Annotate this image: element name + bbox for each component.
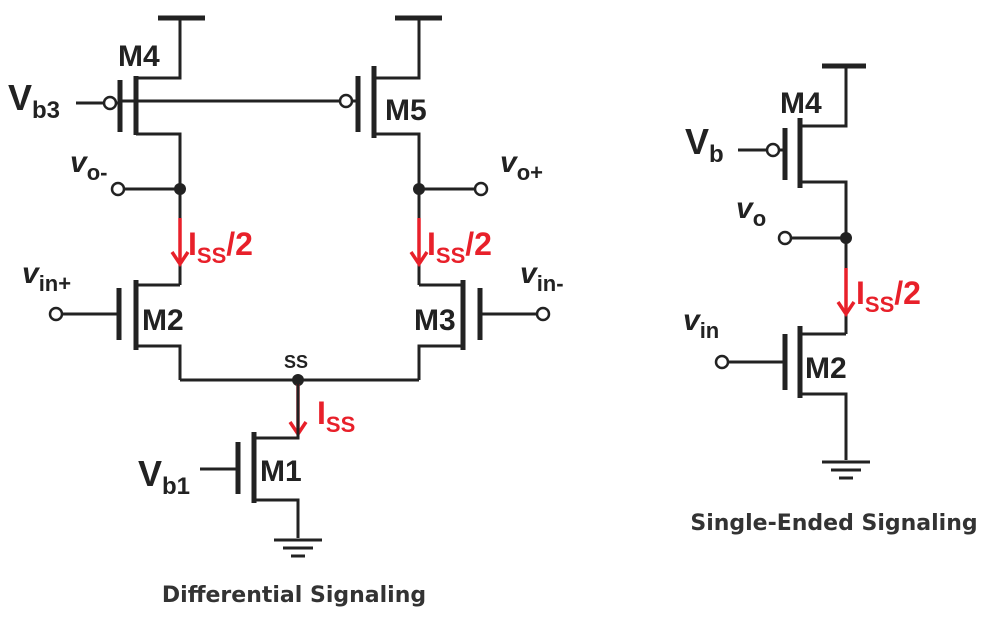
label-vo-plus: vo+ [500,146,543,185]
label-vb-single: Vb [685,121,724,168]
label-m1: M1 [260,455,302,488]
label-m2: M2 [142,304,184,337]
transistor-m2-single [714,326,848,460]
current-arrow-right [409,218,429,268]
ground-symbol-single [822,460,870,480]
label-vo-minus: vo- [70,146,107,185]
label-m4: M4 [118,40,160,73]
terminal-vin-minus [535,306,551,322]
label-current-single: ISS/2 [856,275,921,317]
label-vin-plus: vin+ [22,257,71,296]
label-m4-single: M4 [780,87,822,120]
label-current-left: ISS/2 [188,226,253,268]
current-arrow-left [170,218,190,268]
differential-circuit: M4 M5 M2 M3 M1 Vb3 Vb1 vo- vo+ vin+ vin-… [8,15,564,608]
label-vb1: Vb1 [138,453,190,500]
label-node-ss: SS [284,352,308,372]
transistor-m3 [417,280,551,380]
label-vin-minus: vin- [520,257,564,296]
label-vb3: Vb3 [8,77,60,124]
terminal-vo-single [777,230,793,246]
transistor-m2 [48,280,182,380]
label-current-tail: ISS [317,395,355,437]
transistor-m5 [355,18,421,188]
ground-symbol [274,538,322,558]
terminal-vo-minus [110,181,126,197]
transistor-m4-single [738,66,848,238]
transistor-m1 [200,380,300,538]
caption-differential: Differential Signaling [162,583,426,608]
label-m3: M3 [414,304,456,337]
terminal-vo-plus [473,181,489,197]
label-m2-single: M2 [805,352,847,385]
label-vo-single: vo [736,192,766,231]
label-vin-single: vin [683,304,719,343]
single-ended-circuit: M4 M2 Vb vo vin ISS/2 Single-Ended Signa… [683,63,978,536]
terminal-vin-single [714,354,730,370]
label-m5: M5 [385,94,427,127]
caption-single-ended: Single-Ended Signaling [690,511,977,536]
terminal-vin-plus [48,306,64,322]
current-arrow-single [836,268,856,318]
transistor-m4 [76,18,358,188]
label-current-right: ISS/2 [427,226,492,268]
